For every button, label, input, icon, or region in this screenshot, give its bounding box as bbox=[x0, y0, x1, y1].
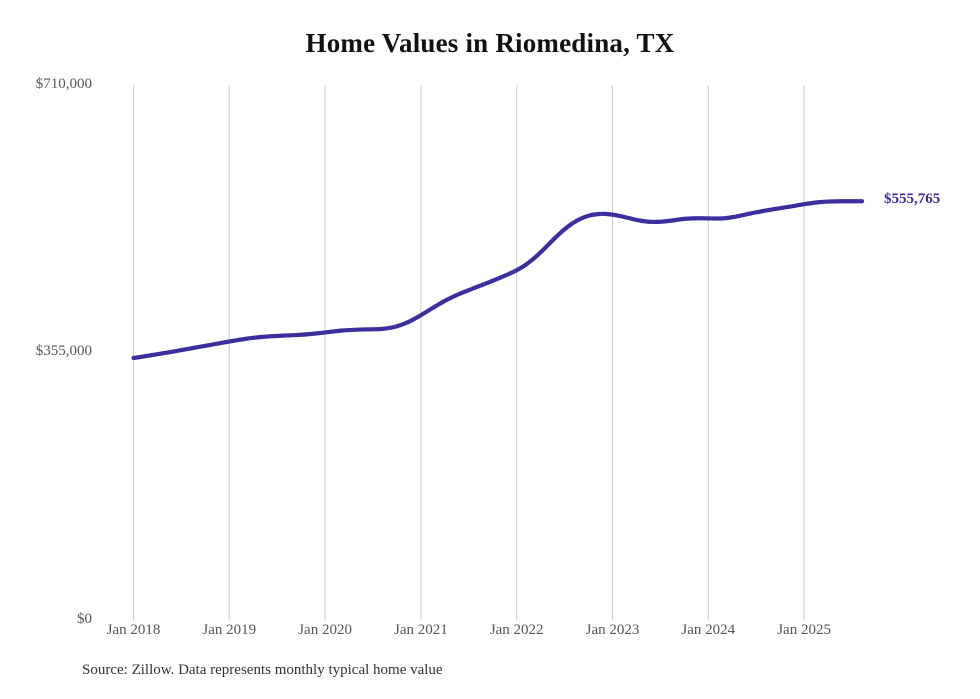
series-line-typical-home-value bbox=[131, 199, 855, 361]
y-axis-tick-label-zero: $0 bbox=[77, 611, 92, 627]
x-axis-tick-label-jan-2022: Jan 2022 bbox=[489, 622, 544, 638]
x-axis-tick-label-jan-2018: Jan 2018 bbox=[106, 622, 161, 638]
gridlines bbox=[133, 85, 805, 620]
x-axis-tick-label-jan-2024: Jan 2024 bbox=[681, 622, 736, 638]
x-axis-tick-label-jan-2023: Jan 2023 bbox=[585, 622, 640, 638]
source-footnote: Source: Zillow. Data represents monthly … bbox=[82, 662, 443, 678]
x-axis-tick-label-jan-2021: Jan 2021 bbox=[394, 622, 448, 638]
chart-title: Home Values in Riomedina, TX bbox=[305, 28, 675, 58]
x-axis-tick-label-jan-2020: Jan 2020 bbox=[298, 622, 352, 638]
y-axis-tick-label-max: $710,000 bbox=[35, 76, 92, 92]
end-value-annotation: $555,765 bbox=[884, 191, 941, 208]
x-axis-tick-label-jan-2019: Jan 2019 bbox=[202, 622, 257, 638]
x-axis-tick-label-jan-2025: Jan 2025 bbox=[777, 622, 831, 638]
y-axis-tick-label-mid: $355,000 bbox=[35, 343, 92, 359]
